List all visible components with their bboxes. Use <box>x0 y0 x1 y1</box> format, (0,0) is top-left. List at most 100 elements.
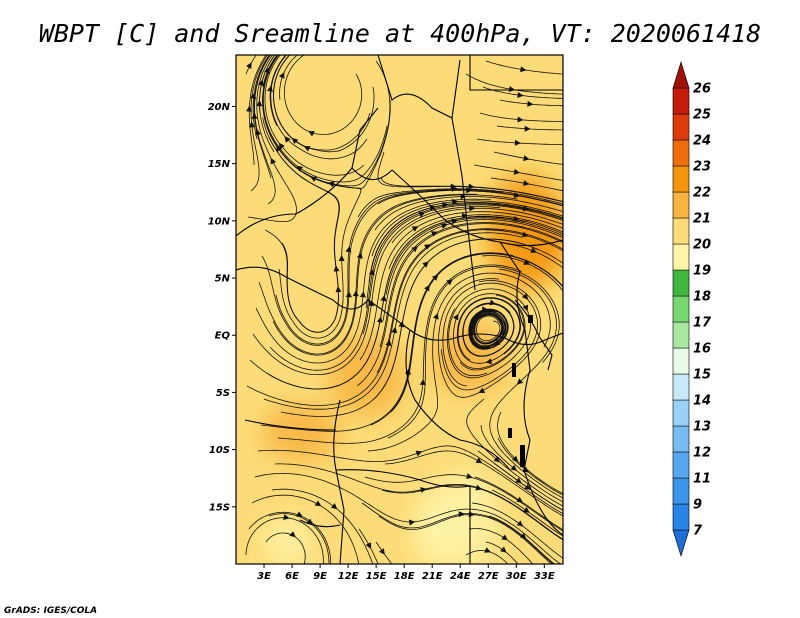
colorbar-swatch <box>672 113 690 141</box>
colorbar-swatch <box>672 243 690 271</box>
y-tick-label: 10S <box>209 445 230 456</box>
colorbar-swatch <box>672 191 690 219</box>
streamline-arrow <box>296 511 303 517</box>
streamline-arrow <box>510 464 517 471</box>
streamline-arrow <box>452 313 459 321</box>
colorbar-swatch <box>672 295 690 323</box>
colorbar-label: 24 <box>693 134 711 149</box>
streamline-arrow <box>522 231 529 238</box>
streamline-arrow <box>501 534 508 541</box>
streamline-arrow <box>415 450 423 457</box>
streamline-arrow <box>441 223 448 229</box>
x-axis: 3E 6E 9E 12E 15E 18E 21E 24E 27E 30E 33E <box>257 564 555 582</box>
colorbar-swatch <box>672 269 690 297</box>
streamline-arrow <box>475 484 482 491</box>
colorbar-label: 7 <box>693 524 703 539</box>
streamline-arrow <box>408 519 416 526</box>
colorbar-label: 12 <box>693 446 711 461</box>
colorbar-label: 25 <box>693 108 711 123</box>
wbpt-region <box>245 60 321 130</box>
country-borders <box>236 55 563 564</box>
y-tick-label: 15N <box>208 159 231 170</box>
streamline-arrow <box>478 387 486 393</box>
streamline-arrow <box>512 455 519 462</box>
streamline-arrow <box>489 299 496 306</box>
x-tick-label: 9E <box>313 571 327 582</box>
y-axis: 20N 15N 10N 5N EQ 5S 10S 15S <box>208 102 236 513</box>
streamline-arrow <box>356 252 363 259</box>
colorbar-label: 21 <box>693 212 711 227</box>
colorbar-label: 13 <box>693 420 711 435</box>
streamline-arrow <box>368 268 375 276</box>
streamline-arrow <box>314 500 322 507</box>
streamline-arrow <box>291 137 299 145</box>
streamline-arrow <box>284 136 291 143</box>
plot-frame <box>235 54 564 565</box>
colorbar-swatch <box>672 399 690 427</box>
streamline-arrow <box>365 542 372 549</box>
colorbar-label: 18 <box>693 290 711 305</box>
y-tick-label: 20N <box>208 102 231 113</box>
streamline-arrow <box>368 299 375 307</box>
streamline-arrow <box>530 247 537 253</box>
wbpt-region <box>413 495 461 564</box>
streamline-arrow <box>482 306 489 313</box>
streamline-arrow <box>517 92 524 98</box>
streamline-arrow <box>419 379 426 386</box>
streamline-arrow <box>523 506 530 513</box>
streamline-arrow <box>248 121 255 128</box>
wbpt-region <box>264 518 311 564</box>
streamline-arrow <box>524 484 531 490</box>
streamline-arrow <box>446 279 453 286</box>
streamline-arrow <box>431 231 438 237</box>
streamline-arrow <box>352 290 359 297</box>
streamline-arrow <box>251 112 258 119</box>
streamline-arrow <box>256 100 263 107</box>
streamline-arrow <box>283 514 290 520</box>
streamline-arrow <box>411 246 418 253</box>
y-tick-label: 5N <box>215 274 231 285</box>
colorbar-label: 11 <box>693 472 711 487</box>
streamline-arrow <box>466 473 473 479</box>
colorbar-label: 16 <box>693 342 711 357</box>
streamline-arrow <box>246 62 252 69</box>
x-tick-label: 27E <box>478 571 499 582</box>
streamline-arrow <box>278 142 285 150</box>
lakes <box>508 315 533 467</box>
streamline-arrow <box>493 456 501 463</box>
streamline-arrow <box>517 116 524 123</box>
streamline-arrow <box>468 183 475 190</box>
x-tick-label: 24E <box>450 571 471 582</box>
x-tick-label: 3E <box>257 571 271 582</box>
streamline-arrow <box>308 131 315 137</box>
colorbar-label: 23 <box>693 160 711 175</box>
wbpt-field <box>236 55 563 564</box>
y-tick-label: 15S <box>209 502 230 513</box>
colorbar-swatch <box>672 425 690 453</box>
streamline-arrow <box>411 226 419 232</box>
streamline-arrow <box>424 284 430 292</box>
streamline-arrow <box>499 329 506 336</box>
chart-title: WBPT [C] and Sreamline at 400hPa, VT: 20… <box>39 19 761 48</box>
wbpt-region <box>320 106 433 176</box>
colorbar-label: 9 <box>693 498 702 513</box>
colorbar-label: 19 <box>693 264 711 279</box>
streamline-arrow <box>514 139 521 146</box>
colorbar-label: 14 <box>693 394 711 409</box>
colorbar-label: 17 <box>693 316 712 331</box>
streamline-arrow <box>524 125 531 132</box>
streamline-arrow <box>527 100 534 107</box>
colorbar-swatch <box>672 87 690 115</box>
streamline-arrow <box>380 294 387 302</box>
streamline-arrow <box>330 503 338 510</box>
colorbar-swatch <box>672 139 690 167</box>
streamline-arrow <box>296 165 304 172</box>
streamline-arrow <box>345 246 352 253</box>
x-tick-label: 6E <box>285 571 299 582</box>
streamline-arrow <box>255 128 261 136</box>
x-tick-label: 33E <box>534 571 555 582</box>
streamline-arrow <box>513 168 521 175</box>
streamline-arrow <box>500 546 507 553</box>
streamline-arrow <box>484 547 491 553</box>
